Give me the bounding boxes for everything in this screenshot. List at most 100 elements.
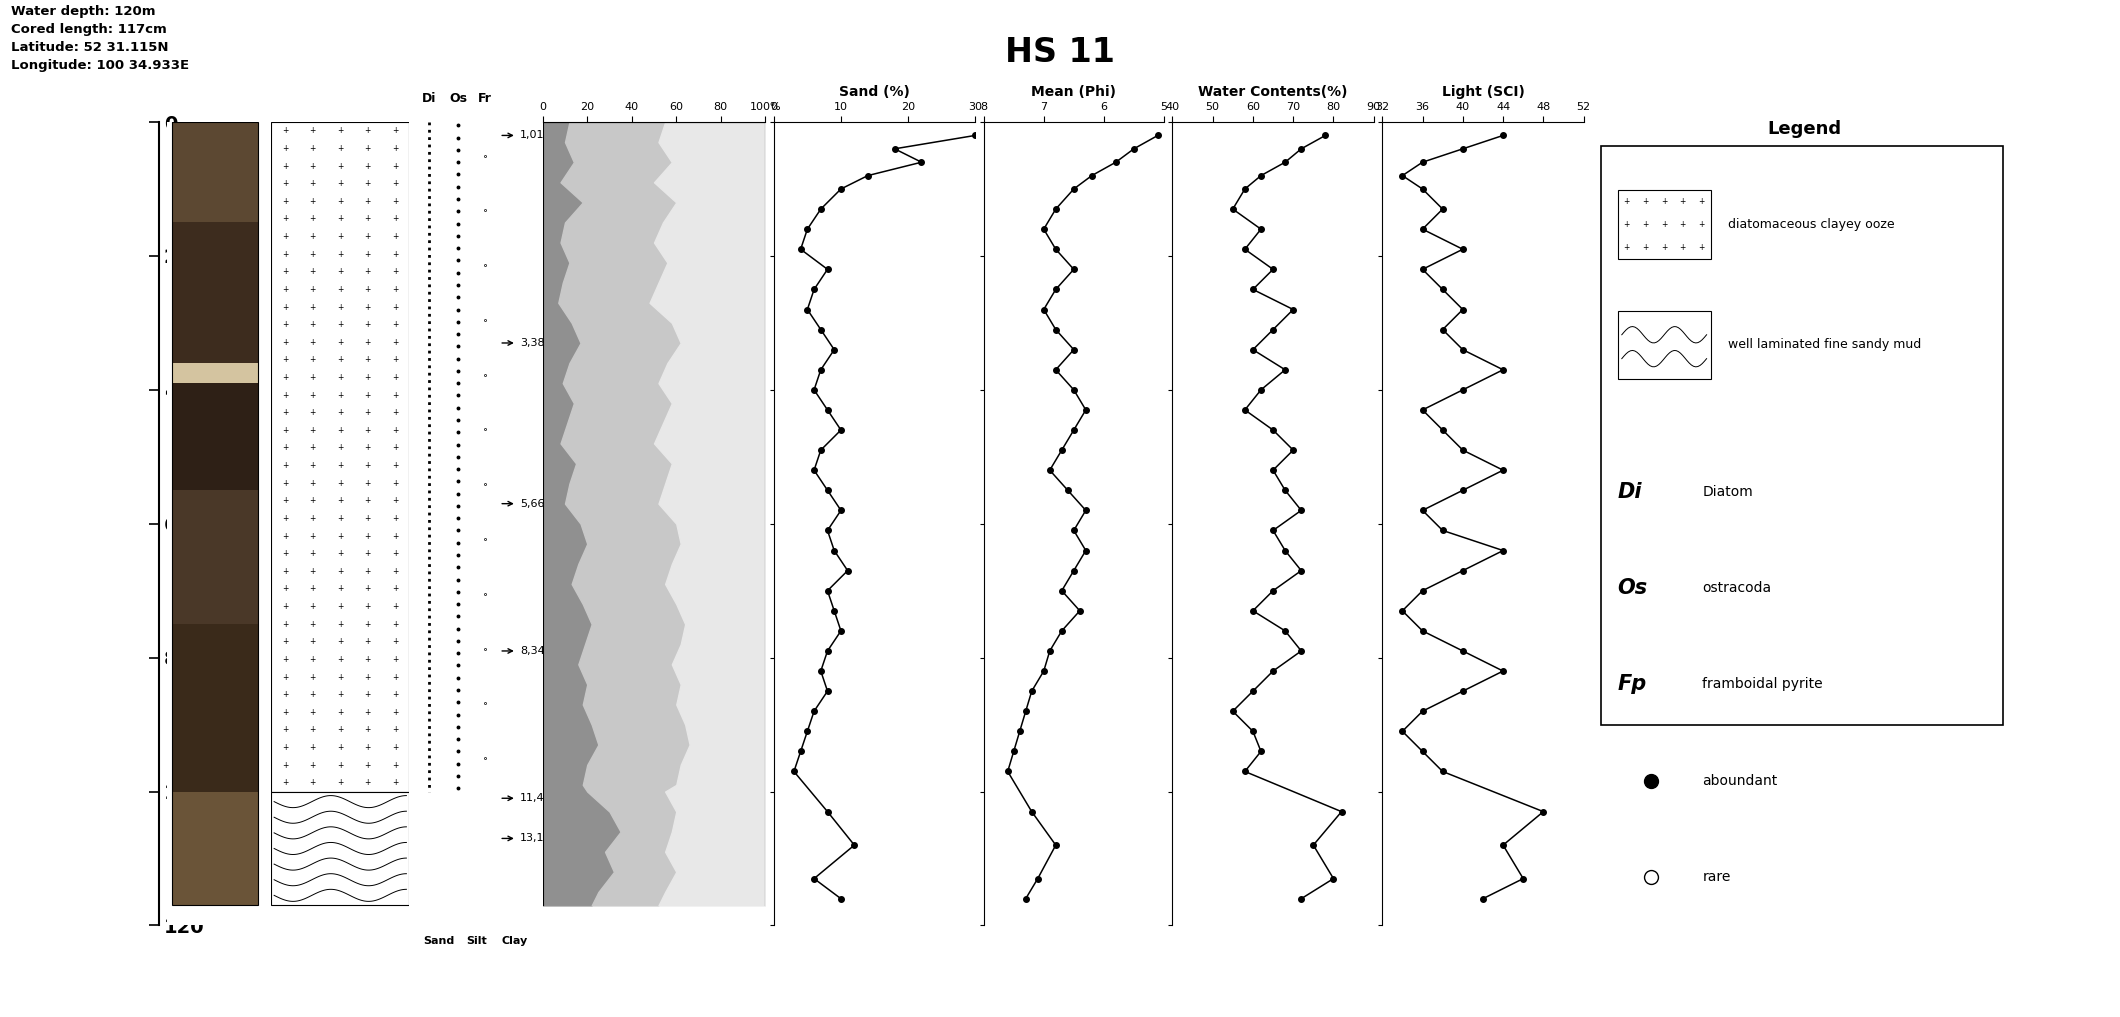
Text: +: + [282, 691, 288, 699]
Text: +: + [310, 320, 316, 330]
Text: +: + [365, 285, 371, 294]
Text: +: + [282, 267, 288, 277]
Text: +: + [392, 355, 399, 364]
Text: +: + [392, 320, 399, 330]
Text: rare: rare [1702, 871, 1730, 884]
Text: +: + [392, 743, 399, 752]
Text: +: + [365, 761, 371, 770]
Text: +: + [365, 320, 371, 330]
Bar [172, 624, 259, 791]
Text: +: + [392, 691, 399, 699]
Text: +: + [365, 215, 371, 224]
Text: +: + [392, 619, 399, 629]
Text: +: + [365, 725, 371, 734]
Text: +: + [310, 126, 316, 135]
Text: +: + [365, 566, 371, 576]
Text: +: + [365, 585, 371, 594]
X-axis label: Water Contents(%): Water Contents(%) [1198, 85, 1348, 99]
Text: +: + [337, 232, 343, 241]
Bar [271, 791, 409, 905]
Text: +: + [337, 532, 343, 541]
Text: +: + [365, 672, 371, 681]
Text: +: + [337, 496, 343, 505]
Text: +: + [392, 778, 399, 787]
Text: +: + [282, 585, 288, 594]
Text: +: + [392, 496, 399, 505]
Text: +: + [282, 215, 288, 224]
Text: Di: Di [422, 93, 437, 106]
Text: +: + [282, 461, 288, 470]
Bar [172, 122, 259, 223]
Text: +: + [337, 443, 343, 453]
Text: +: + [310, 532, 316, 541]
Text: +: + [1660, 243, 1668, 252]
Text: +: + [392, 638, 399, 646]
Text: Os: Os [449, 93, 466, 106]
Text: +: + [365, 479, 371, 488]
Text: +: + [282, 126, 288, 135]
Text: +: + [337, 743, 343, 752]
Text: +: + [282, 232, 288, 241]
Text: +: + [392, 179, 399, 188]
Bar [172, 490, 259, 624]
Text: +: + [337, 672, 343, 681]
Text: +: + [1698, 197, 1704, 206]
Text: +: + [392, 549, 399, 558]
Text: +: + [337, 391, 343, 400]
Text: +: + [337, 655, 343, 664]
Text: +: + [282, 672, 288, 681]
Text: +: + [365, 691, 371, 699]
Text: Water depth: 120m
Cored length: 117cm
Latitude: 52 31.115N
Longitude: 100 34.933: Water depth: 120m Cored length: 117cm La… [11, 5, 189, 72]
Text: +: + [282, 338, 288, 347]
Text: +: + [1624, 220, 1630, 229]
Text: 11,456: 11,456 [519, 793, 560, 803]
Text: +: + [310, 655, 316, 664]
Text: 5,669: 5,669 [519, 498, 551, 508]
Text: +: + [282, 250, 288, 258]
Text: +: + [337, 602, 343, 611]
Text: +: + [365, 443, 371, 453]
Text: +: + [337, 355, 343, 364]
Text: +: + [1624, 243, 1630, 252]
Text: +: + [310, 602, 316, 611]
Text: +: + [282, 479, 288, 488]
Text: +: + [365, 549, 371, 558]
Text: +: + [392, 391, 399, 400]
Text: +: + [282, 655, 288, 664]
Text: +: + [365, 426, 371, 435]
Text: +: + [282, 725, 288, 734]
Bar [1601, 146, 2003, 724]
Text: +: + [337, 426, 343, 435]
Text: +: + [365, 461, 371, 470]
Text: +: + [392, 373, 399, 382]
Text: +: + [310, 691, 316, 699]
Text: +: + [310, 285, 316, 294]
Text: +: + [365, 655, 371, 664]
Bar [172, 363, 259, 383]
Text: +: + [392, 566, 399, 576]
Text: +: + [392, 126, 399, 135]
Text: +: + [282, 162, 288, 171]
Text: +: + [337, 215, 343, 224]
Text: ostracoda: ostracoda [1702, 581, 1772, 595]
Text: +: + [310, 743, 316, 752]
Text: +: + [310, 619, 316, 629]
Text: +: + [1679, 243, 1685, 252]
Text: Silt: Silt [466, 936, 488, 946]
Text: +: + [282, 426, 288, 435]
Text: 8,343: 8,343 [519, 646, 551, 656]
Text: +: + [282, 355, 288, 364]
Text: +: + [310, 496, 316, 505]
Text: +: + [392, 672, 399, 681]
Text: +: + [365, 338, 371, 347]
Text: +: + [310, 443, 316, 453]
Text: +: + [282, 761, 288, 770]
Text: +: + [337, 267, 343, 277]
Text: Fp: Fp [1618, 674, 1647, 695]
Text: +: + [1624, 197, 1630, 206]
Text: +: + [365, 619, 371, 629]
Text: +: + [1660, 197, 1668, 206]
Text: +: + [282, 566, 288, 576]
Text: +: + [365, 267, 371, 277]
Text: +: + [282, 743, 288, 752]
